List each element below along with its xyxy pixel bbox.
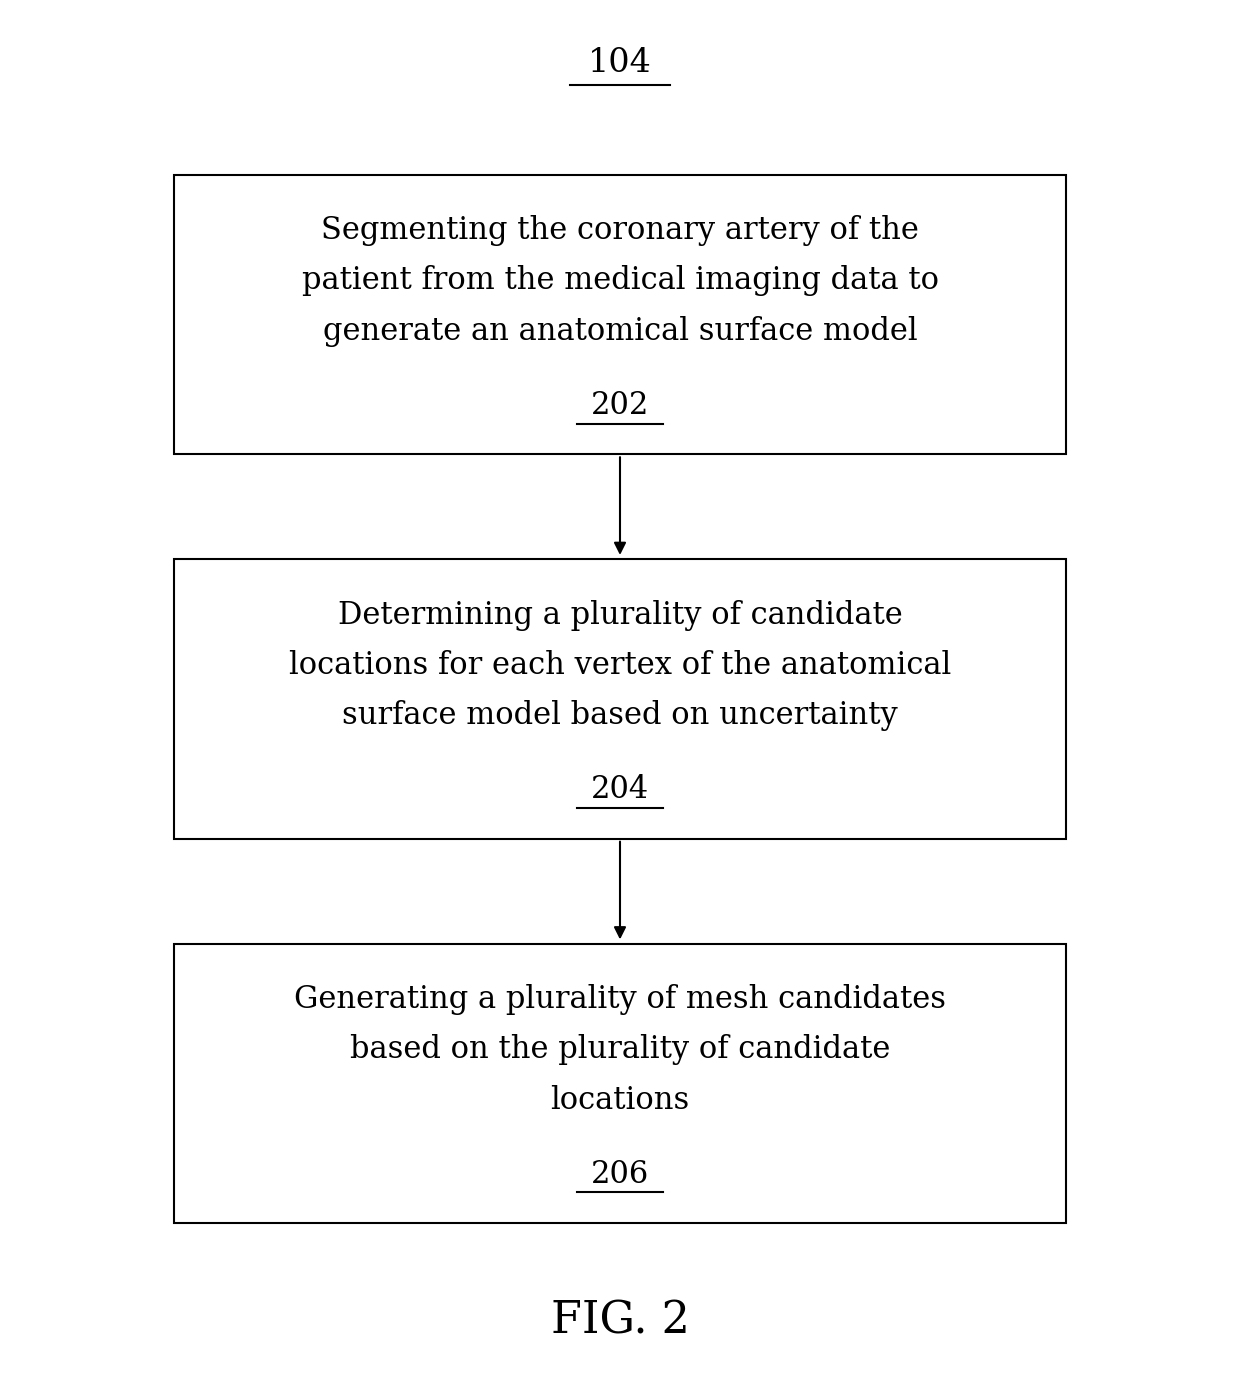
Text: FIG. 2: FIG. 2 <box>551 1300 689 1342</box>
Text: Segmenting the coronary artery of the
patient from the medical imaging data to
g: Segmenting the coronary artery of the pa… <box>301 215 939 347</box>
Text: Generating a plurality of mesh candidates
based on the plurality of candidate
lo: Generating a plurality of mesh candidate… <box>294 984 946 1116</box>
Bar <box>174 175 1066 454</box>
Bar <box>174 944 1066 1223</box>
Text: Determining a plurality of candidate
locations for each vertex of the anatomical: Determining a plurality of candidate loc… <box>289 600 951 731</box>
Text: 206: 206 <box>591 1159 649 1190</box>
Text: 104: 104 <box>588 48 652 78</box>
Text: 202: 202 <box>590 390 650 421</box>
Bar <box>174 559 1066 839</box>
Text: 204: 204 <box>591 774 649 805</box>
